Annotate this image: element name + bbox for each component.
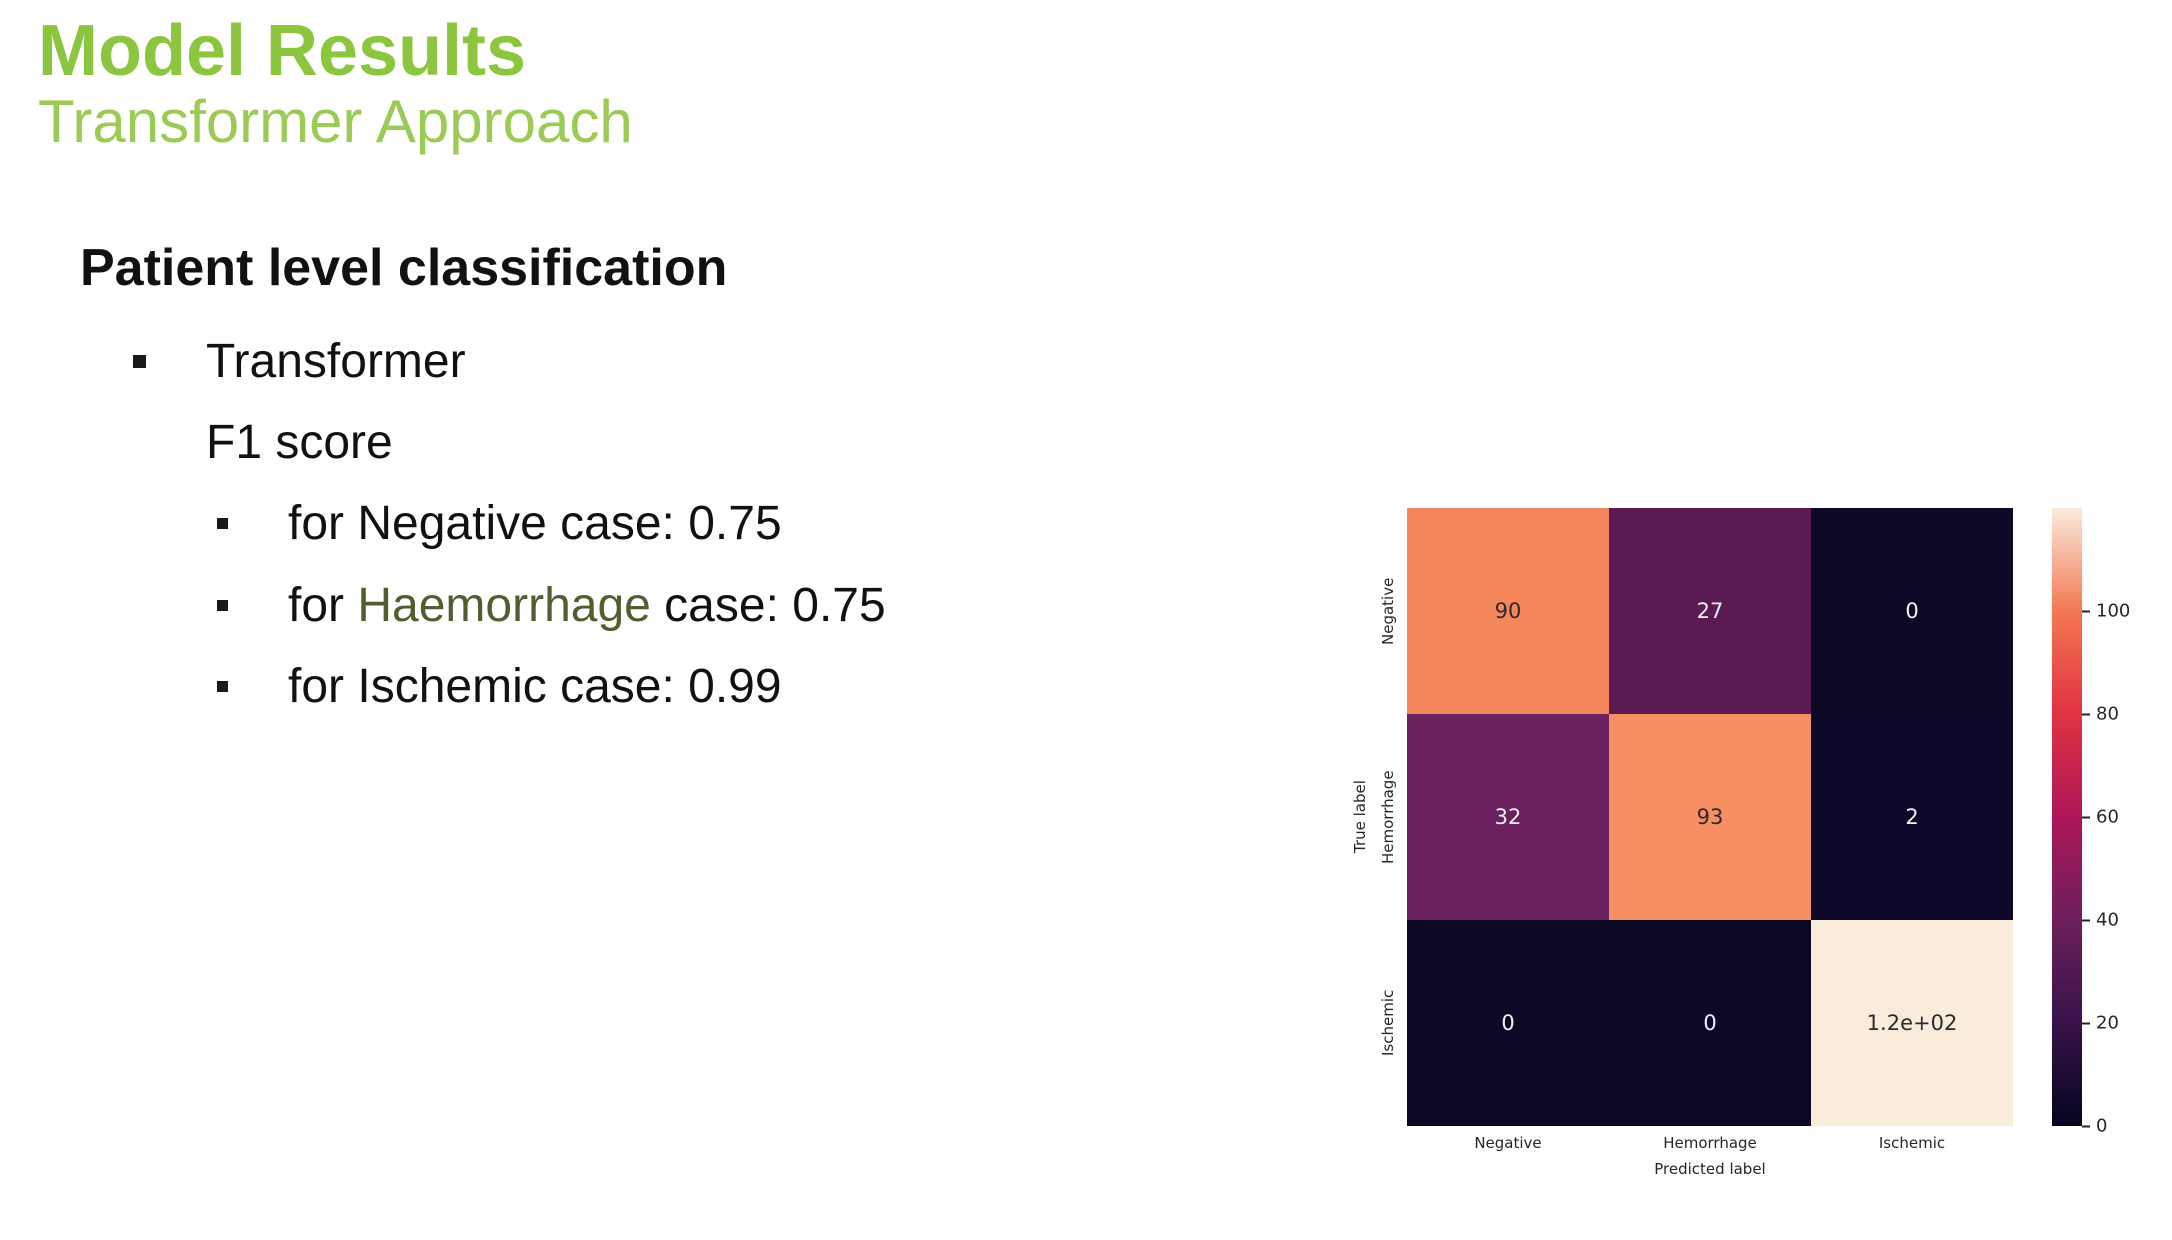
colorbar	[2052, 508, 2082, 1126]
slide-title: Model Results	[38, 11, 527, 91]
tick-mark-icon	[2082, 816, 2090, 818]
tick-mark-icon	[2082, 713, 2090, 715]
colorbar-tick-label: 20	[2096, 1012, 2119, 1034]
colorbar-tick-label: 0	[2096, 1115, 2108, 1137]
y-tick-ischemic: Ischemic	[1379, 989, 1397, 1057]
sub-bullet-suffix: case: 0.75	[650, 578, 886, 632]
sub-bullet-term-highlighted: Haemorrhage	[357, 578, 651, 632]
tick-mark-icon	[2082, 919, 2090, 922]
sub-bullet-suffix: case: 0.99	[546, 659, 782, 713]
heatmap-cell: 0	[1811, 508, 2013, 714]
colorbar-tick: 0	[2082, 1116, 2107, 1137]
sub-bullet-ischemic: for Ischemic case: 0.99	[80, 659, 1230, 714]
sub-bullet-term: Ischemic	[357, 659, 547, 713]
colorbar-tick: 80	[2082, 704, 2119, 725]
sub-bullet-prefix: for	[288, 578, 358, 632]
x-tick-hemorrhage: Hemorrhage	[1663, 1134, 1757, 1152]
y-axis-label: True label	[1351, 780, 1369, 854]
slide-subtitle: Transformer Approach	[38, 87, 633, 155]
bullet-square-icon	[217, 599, 228, 611]
colorbar-tick-label: 60	[2096, 806, 2119, 828]
section-heading: Patient level classification	[80, 239, 728, 297]
bullet-square-icon	[133, 355, 146, 369]
sub-bullet-haemorrhage-label: for Haemorrhage case: 0.75	[288, 578, 886, 633]
content-area: Patient level classification Transformer…	[80, 238, 1230, 740]
colorbar-tick-label: 80	[2096, 703, 2119, 725]
heatmap-cell: 0	[1407, 920, 1609, 1126]
sub-bullet-ischemic-label: for Ischemic case: 0.99	[288, 659, 782, 714]
sub-bullet-negative: for Negative case: 0.75	[80, 496, 1230, 551]
colorbar-tick: 40	[2082, 910, 2119, 931]
slide-header: Model Results Transformer Approach	[38, 11, 633, 155]
heatmap-cell: 2	[1811, 714, 2013, 920]
colorbar-tick: 60	[2082, 807, 2119, 828]
sub-bullet-negative-label: for Negative case: 0.75	[288, 496, 782, 551]
heatmap-cell: 93	[1609, 714, 1811, 920]
sub-bullet-prefix: for	[288, 497, 358, 551]
bullet-square-icon	[217, 518, 228, 530]
colorbar-tick-label: 100	[2096, 600, 2131, 622]
sub-bullet-term: Negative	[357, 497, 547, 551]
tick-mark-icon	[2082, 1125, 2090, 1127]
colorbar-ticks: 100 80 60 40 20 0	[2082, 508, 2162, 1137]
bullet-transformer-label: Transformer	[206, 335, 466, 388]
sub-bullet-prefix: for	[288, 659, 358, 713]
tick-mark-icon	[2082, 610, 2090, 613]
heatmap-cell: 90	[1407, 508, 1609, 714]
y-tick-negative: Negative	[1379, 577, 1397, 645]
colorbar-tick-label: 40	[2096, 909, 2119, 931]
y-tick-hemorrhage: Hemorrhage	[1379, 770, 1397, 864]
confusion-matrix-figure: True label Negative Hemorrhage Ischemic …	[1340, 486, 2170, 1216]
tick-mark-icon	[2082, 1022, 2090, 1024]
sub-bullet-haemorrhage: for Haemorrhage case: 0.75	[80, 578, 1230, 633]
bullet-transformer: Transformer	[80, 334, 1230, 389]
bullet-square-icon	[217, 680, 228, 692]
colorbar-tick: 20	[2082, 1013, 2119, 1034]
heatmap-cell: 27	[1609, 508, 1811, 714]
heatmap-cell: 32	[1407, 714, 1609, 920]
x-tick-ischemic: Ischemic	[1878, 1134, 1946, 1152]
sub-bullet-suffix: case: 0.75	[546, 497, 782, 551]
bullet-f1-score-label: F1 score	[206, 416, 393, 470]
heatmap-grid: 90 27 0 32 93 2 0 0 1.2e+02	[1407, 508, 2013, 1126]
x-axis-label: Predicted label	[1654, 1160, 1766, 1178]
x-tick-negative: Negative	[1474, 1134, 1542, 1152]
bullet-f1-score: F1 score	[80, 415, 1230, 470]
colorbar-tick: 100	[2082, 601, 2130, 622]
heatmap-cell: 1.2e+02	[1811, 920, 2013, 1126]
heatmap-cell: 0	[1609, 920, 1811, 1126]
